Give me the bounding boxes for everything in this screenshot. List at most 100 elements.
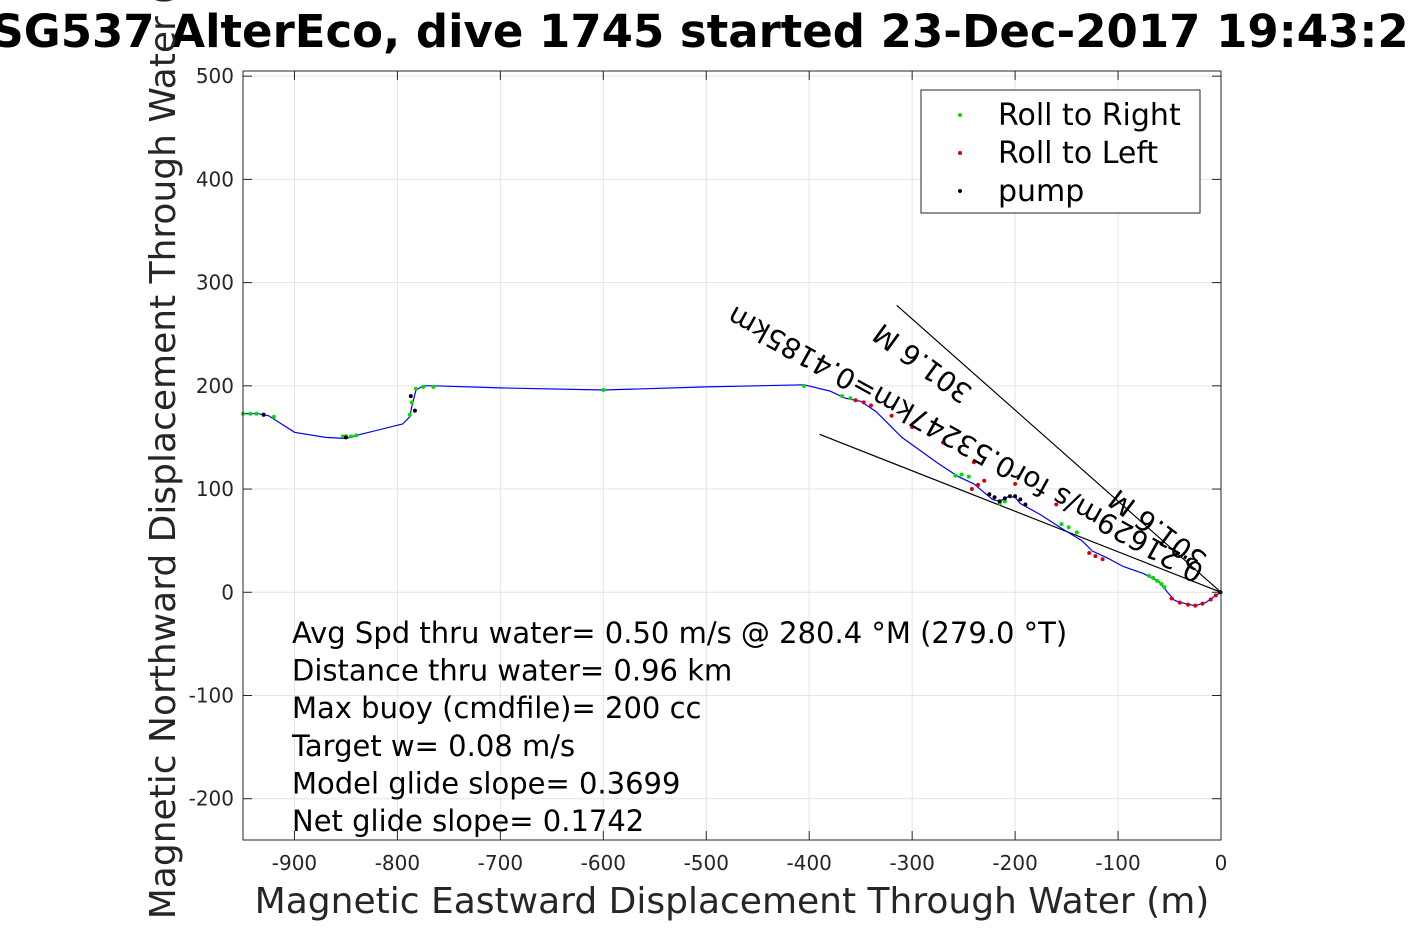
roll-to-left-point [1177,600,1182,605]
heading-line-lower [819,433,1222,593]
y-ticks: 500 400 300 200 100 0 -100 -200 [189,64,1221,811]
legend-box [920,89,1201,214]
x-tick-label: 0 [1215,851,1228,875]
roll-to-left-point [1186,602,1191,607]
y-tick-label: -200 [189,787,234,811]
roll-to-right-point [254,411,259,416]
roll-to-left-point [941,440,946,445]
pump-point [343,435,348,440]
roll-to-left-point [971,460,976,465]
legend-marker [958,151,962,155]
x-tick-label: -600 [581,851,626,875]
roll-to-right-point [959,472,964,477]
stat-line: Avg Spd thru water= 0.50 m/s @ 280.4 °M … [292,616,1067,650]
roll-to-left-point [982,478,987,483]
pump-point [987,492,992,497]
roll-to-right-point [1074,530,1079,535]
x-tick-label: -800 [375,851,420,875]
roll-to-right-point [966,474,971,479]
roll-to-right-point [1162,585,1167,590]
roll-to-left-point [969,487,974,492]
stat-line: Net glide slope= 0.1742 [292,804,644,838]
pump-point [1007,494,1012,499]
x-tick-label: -100 [1095,851,1140,875]
y-tick-label: 100 [196,477,234,501]
y-tick-label: 400 [196,167,234,191]
roll-to-right-point [1066,525,1071,530]
x-tick-label: -700 [478,851,523,875]
pump-point [1023,502,1028,507]
y-tick-label: 0 [221,580,234,604]
roll-to-left-point [976,482,981,487]
roll-to-left-point [1169,596,1174,601]
stat-line: Distance thru water= 0.96 km [292,654,732,688]
pump-point [1013,494,1018,499]
x-ticks: -900 -800 -700 -600 -500 -400 -300 -200 -100 0 [272,71,1228,875]
x-tick-label: -300 [889,851,934,875]
chart-title: SG537 AlterEco, dive 1745 started 23-Dec… [0,5,1409,58]
x-tick-label: -900 [272,851,317,875]
x-tick-label: -400 [787,851,832,875]
x-tick-label: -500 [684,851,729,875]
roll-to-left-point [1100,557,1105,562]
roll-to-right-point [354,433,359,438]
dive-stats: Avg Spd thru water= 0.50 m/s @ 280.4 °M … [291,616,1067,838]
roll-to-right-point [601,387,606,392]
y-tick-label: 300 [196,271,234,295]
roll-to-right-point [1059,522,1064,527]
roll-to-right-point [1155,578,1160,583]
pump-point [408,394,413,399]
roll-to-left-point [1093,554,1098,559]
roll-to-right-point [340,434,345,439]
roll-to-left-point [910,425,915,430]
legend-label: Roll to Right [998,98,1181,133]
data-layer [241,304,1223,608]
roll-to-right-point [848,396,853,401]
roll-to-left-point [861,400,866,405]
roll-to-left-point [889,413,894,418]
gridlines [243,71,1222,840]
legend-marker [958,113,962,117]
roll-to-right-point [1146,573,1151,578]
roll-to-left-point [1193,603,1198,608]
roll-to-right-point [248,411,253,416]
stat-line: Model glide slope= 0.3699 [292,766,680,800]
pump-point [1002,496,1007,501]
pump-point [1018,497,1023,502]
x-tick-label: -200 [992,851,1037,875]
legend-label: pump [998,174,1084,209]
y-tick-label: -100 [189,683,234,707]
roll-to-left-point [1200,601,1205,606]
roll-to-left-point [1213,593,1218,598]
roll-to-left-point [1054,502,1059,507]
legend-label: Roll to Left [998,136,1158,171]
roll-to-left-point [1208,597,1213,602]
roll-to-right-point [1159,582,1164,587]
roll-to-right-point [271,414,276,419]
roll-to-right-point [349,434,354,439]
pump-point [992,495,997,500]
pump-point [412,408,417,413]
roll-to-left-point [853,398,858,403]
axes-box [242,70,1222,841]
roll-to-right-point [1151,575,1156,580]
roll-to-left-point [868,403,873,408]
stat-line: Target w= 0.08 m/s [291,729,575,763]
roll-to-right-point [409,400,414,405]
pump-point [1218,590,1223,595]
roll-to-right-point [1002,499,1007,504]
pump-point [997,499,1002,504]
roll-to-left-point [1013,481,1018,486]
y-tick-label: 200 [196,374,234,398]
pump-point [261,412,266,417]
roll-to-right-point [421,384,426,389]
roll-to-right-point [802,383,807,388]
x-axis-label: Magnetic Eastward Displacement Through W… [255,881,1210,922]
roll-to-right-point [413,386,418,391]
stat-line: Max buoy (cmdfile)= 200 cc [292,691,701,725]
roll-to-right-point [953,473,958,478]
legend-marker [958,189,962,193]
heading-line-upper [896,304,1222,593]
